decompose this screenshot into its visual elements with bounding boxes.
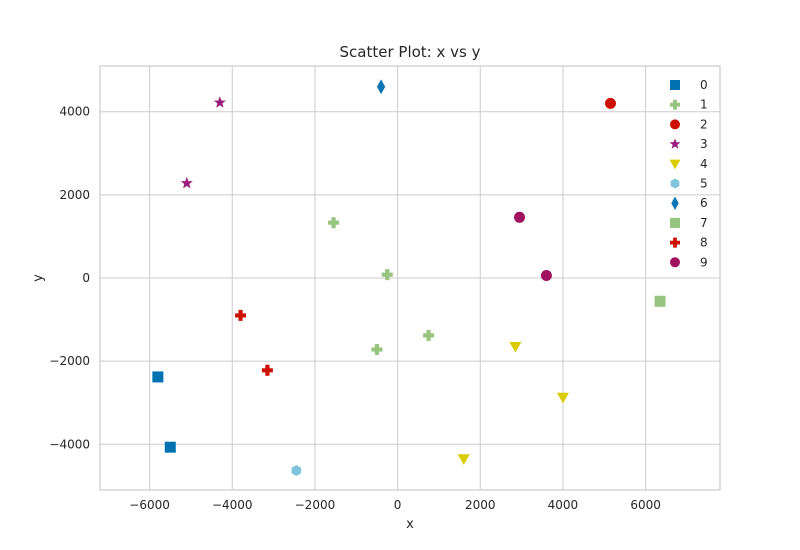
- series-7: [654, 295, 666, 307]
- legend-label: 8: [700, 236, 708, 250]
- legend-item: 3: [669, 137, 708, 151]
- data-point: [213, 96, 226, 108]
- data-point: [180, 176, 193, 189]
- legend-item: 2: [670, 117, 708, 131]
- legend-marker: [670, 237, 680, 248]
- data-point: [423, 329, 435, 341]
- legend-marker: [670, 217, 680, 228]
- data-point: [261, 364, 273, 376]
- data-point: [604, 97, 616, 109]
- legend-marker: [670, 257, 680, 268]
- x-tick-label: −2000: [295, 498, 336, 512]
- y-tick-label: −4000: [49, 437, 90, 451]
- legend-label: 6: [700, 196, 708, 210]
- data-point: [152, 371, 164, 383]
- legend: 0 1 2 3 4 5 6 7 8 9: [669, 78, 708, 269]
- y-tick-label: −2000: [49, 354, 90, 368]
- legend-label: 0: [700, 78, 708, 92]
- series-9: [514, 211, 552, 282]
- x-tick-label: 2000: [465, 498, 496, 512]
- legend-marker: [669, 138, 681, 149]
- legend-marker: [671, 196, 679, 210]
- y-tick-label: 0: [82, 271, 90, 285]
- series-3: [180, 96, 226, 189]
- legend-label: 9: [700, 255, 708, 269]
- legend-label: 2: [700, 117, 708, 131]
- legend-item: 5: [670, 177, 708, 191]
- y-tick-label: 4000: [59, 105, 90, 119]
- legend-marker: [670, 178, 680, 189]
- y-tick-label: 2000: [59, 188, 90, 202]
- series-8: [235, 309, 273, 376]
- x-tick-label: 0: [394, 498, 402, 512]
- legend-label: 4: [700, 157, 708, 171]
- x-tick-label: 4000: [548, 498, 579, 512]
- data-point: [509, 342, 522, 353]
- data-point: [540, 270, 552, 282]
- data-point: [654, 295, 666, 307]
- x-axis-label: x: [406, 517, 414, 532]
- legend-item: 8: [670, 236, 708, 250]
- x-tick-label: −4000: [212, 498, 253, 512]
- series-6: [376, 79, 386, 95]
- legend-item: 7: [670, 216, 708, 230]
- data-point: [376, 79, 386, 95]
- data-point: [235, 309, 247, 321]
- legend-item: 9: [670, 255, 708, 269]
- legend-marker: [669, 159, 681, 170]
- x-tick-label: 6000: [630, 498, 661, 512]
- data-point: [328, 217, 340, 229]
- data-point: [457, 454, 470, 465]
- data-point: [556, 392, 569, 404]
- data-point: [164, 441, 176, 453]
- series-5: [291, 464, 302, 476]
- chart-title: Scatter Plot: x vs y: [340, 43, 481, 61]
- legend-label: 1: [700, 98, 708, 112]
- series-4: [457, 342, 569, 465]
- legend-marker: [670, 80, 680, 90]
- legend-label: 3: [700, 137, 708, 151]
- y-axis-label: y: [31, 274, 46, 282]
- legend-label: 7: [700, 216, 708, 230]
- series-1: [328, 217, 435, 355]
- legend-item: 6: [671, 196, 708, 210]
- series-0: [152, 371, 176, 453]
- legend-item: 0: [670, 78, 708, 92]
- x-tick-label: −6000: [129, 498, 170, 512]
- legend-item: 1: [670, 98, 708, 112]
- data-point: [371, 343, 383, 355]
- data-point: [514, 211, 526, 223]
- legend-label: 5: [700, 177, 708, 191]
- plot-area: [99, 65, 721, 491]
- data-point: [291, 464, 302, 476]
- legend-item: 4: [669, 157, 708, 171]
- legend-marker: [670, 119, 680, 130]
- data-point: [381, 269, 393, 281]
- series-2: [604, 97, 616, 109]
- legend-marker: [670, 99, 680, 110]
